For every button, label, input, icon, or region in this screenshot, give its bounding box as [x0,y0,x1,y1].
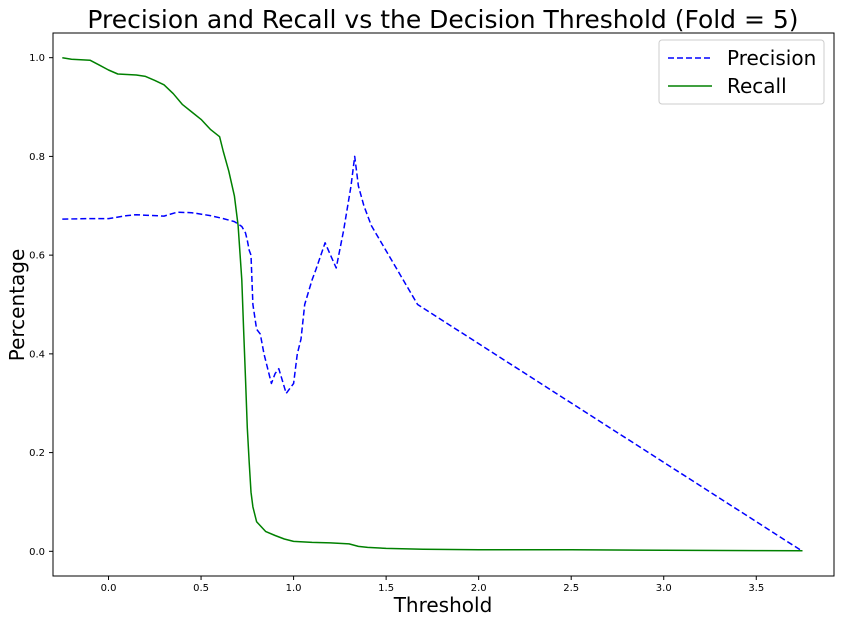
legend-label-precision: Precision [727,46,816,70]
x-tick-label: 3.0 [656,583,672,594]
legend-label-recall: Recall [727,74,787,98]
y-axis-ticks: 0.0 0.2 0.4 0.6 0.8 1.0 [29,53,53,558]
legend-box [658,39,825,105]
x-tick-label: 2.5 [563,583,579,594]
y-tick-label: 0.2 [29,448,45,459]
x-tick-label: 2.0 [471,583,487,594]
x-tick-label: 1.5 [378,583,394,594]
y-tick-label: 0.6 [29,251,45,262]
y-tick-label: 0.4 [29,349,45,360]
x-axis-label: Threshold [393,593,493,617]
y-tick-label: 0.0 [29,547,45,558]
x-tick-label: 1.0 [286,583,302,594]
x-tick-label: 3.5 [748,583,764,594]
chart-title: Precision and Recall vs the Decision Thr… [87,5,798,34]
y-tick-label: 1.0 [29,53,45,64]
y-axis-label: Percentage [5,249,29,362]
series-layer [62,56,803,552]
plot-area-frame [52,32,835,577]
series-line-recall [62,56,803,552]
x-axis-ticks: 0.0 0.5 1.0 1.5 2.0 2.5 3.0 3.5 [101,576,764,594]
legend: Precision Recall [658,39,825,105]
x-tick-label: 0.0 [101,583,117,594]
y-tick-label: 0.8 [29,152,45,163]
x-tick-label: 0.5 [193,583,209,594]
series-line-precision [62,155,803,552]
